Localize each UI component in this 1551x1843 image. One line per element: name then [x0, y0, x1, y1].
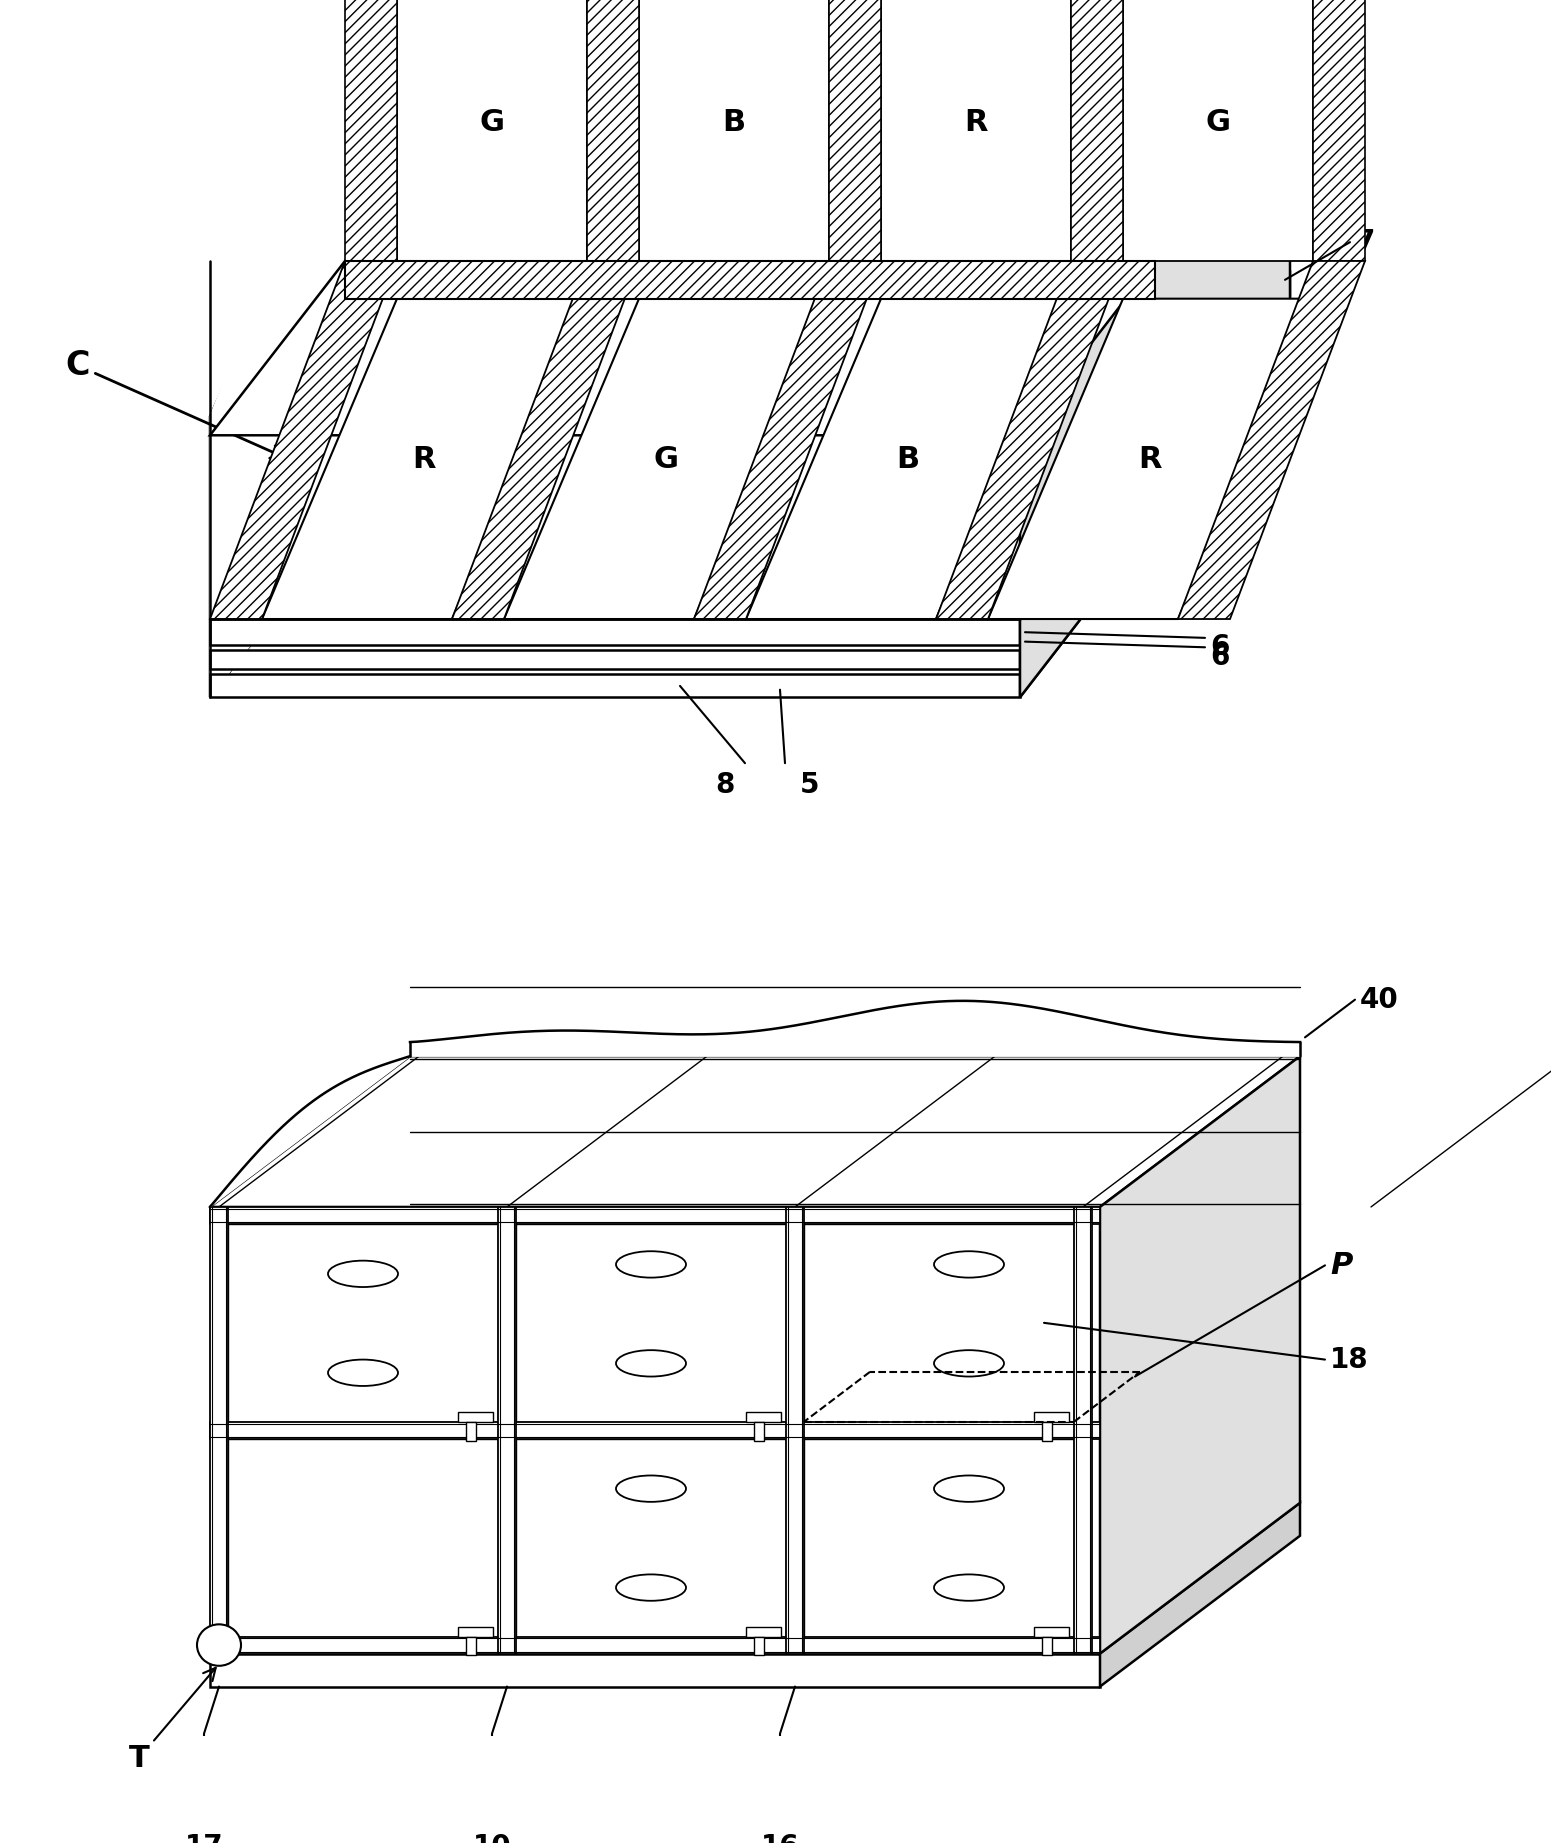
Text: 6: 6: [1210, 643, 1230, 671]
Polygon shape: [746, 1412, 782, 1421]
Polygon shape: [209, 262, 397, 619]
Polygon shape: [516, 1439, 786, 1637]
Polygon shape: [1035, 1412, 1069, 1421]
Polygon shape: [746, 1627, 782, 1637]
Text: T: T: [129, 1668, 216, 1773]
Polygon shape: [935, 262, 1123, 619]
Polygon shape: [458, 1627, 493, 1637]
Polygon shape: [465, 1421, 476, 1441]
Circle shape: [197, 1624, 240, 1666]
Text: C: C: [65, 348, 285, 459]
Polygon shape: [786, 1207, 803, 1653]
Polygon shape: [397, 0, 586, 262]
Text: 40: 40: [1360, 986, 1399, 1014]
Polygon shape: [1314, 0, 1365, 262]
Polygon shape: [988, 299, 1314, 619]
Polygon shape: [1179, 262, 1365, 619]
Polygon shape: [516, 1224, 786, 1421]
Text: P: P: [1331, 1251, 1352, 1279]
Polygon shape: [1073, 1207, 1092, 1653]
Text: 6: 6: [1210, 634, 1230, 662]
Polygon shape: [209, 1207, 1100, 1224]
Polygon shape: [1100, 1056, 1300, 1653]
Polygon shape: [209, 87, 1290, 435]
Polygon shape: [458, 1412, 493, 1421]
Polygon shape: [209, 619, 1021, 645]
Polygon shape: [209, 0, 479, 697]
Polygon shape: [1035, 1627, 1069, 1637]
Text: RELATED ART: RELATED ART: [641, 94, 910, 127]
Polygon shape: [209, 0, 479, 697]
Text: 17: 17: [185, 1832, 223, 1843]
Text: G: G: [653, 446, 678, 474]
Polygon shape: [1072, 0, 1123, 262]
Text: G: G: [1205, 109, 1230, 136]
Polygon shape: [228, 1224, 498, 1421]
Polygon shape: [209, 1056, 1300, 1207]
Polygon shape: [209, 1653, 1100, 1686]
Text: G: G: [479, 109, 504, 136]
Text: R: R: [413, 446, 436, 474]
Polygon shape: [881, 0, 1072, 262]
Polygon shape: [228, 1439, 498, 1637]
Polygon shape: [1021, 302, 1290, 669]
Text: R: R: [965, 109, 988, 136]
Polygon shape: [209, 1421, 1100, 1439]
Polygon shape: [209, 675, 1021, 697]
Polygon shape: [693, 262, 881, 619]
Polygon shape: [504, 299, 828, 619]
Polygon shape: [1042, 1421, 1052, 1441]
Polygon shape: [451, 262, 639, 619]
Polygon shape: [498, 1207, 516, 1653]
Polygon shape: [344, 262, 1155, 280]
Polygon shape: [344, 0, 397, 262]
Text: FIG. 1: FIG. 1: [695, 33, 855, 79]
Polygon shape: [828, 0, 881, 262]
Text: B: B: [723, 109, 746, 136]
Polygon shape: [209, 651, 1021, 669]
Polygon shape: [754, 1637, 765, 1655]
Polygon shape: [1042, 1637, 1052, 1655]
Text: 10: 10: [473, 1832, 512, 1843]
Polygon shape: [262, 299, 586, 619]
Polygon shape: [803, 1439, 1073, 1637]
Polygon shape: [639, 0, 828, 262]
Polygon shape: [803, 1224, 1073, 1421]
Text: 16: 16: [760, 1832, 799, 1843]
Polygon shape: [1021, 0, 1290, 697]
Polygon shape: [754, 1421, 765, 1441]
Polygon shape: [746, 299, 1072, 619]
Polygon shape: [1100, 1502, 1300, 1686]
Text: 18: 18: [1331, 1345, 1368, 1373]
Polygon shape: [1123, 0, 1314, 262]
Polygon shape: [1021, 271, 1290, 645]
Polygon shape: [209, 1637, 1100, 1653]
Text: 8: 8: [715, 770, 735, 798]
Polygon shape: [1021, 324, 1290, 697]
Text: R: R: [1138, 446, 1162, 474]
Text: 7: 7: [1356, 229, 1374, 256]
Polygon shape: [344, 262, 1155, 299]
Polygon shape: [209, 1207, 228, 1653]
Polygon shape: [209, 1056, 409, 1207]
Text: B: B: [896, 446, 920, 474]
Polygon shape: [586, 0, 639, 262]
Polygon shape: [408, 1001, 1301, 1056]
Polygon shape: [465, 1637, 476, 1655]
Text: 5: 5: [800, 770, 819, 798]
